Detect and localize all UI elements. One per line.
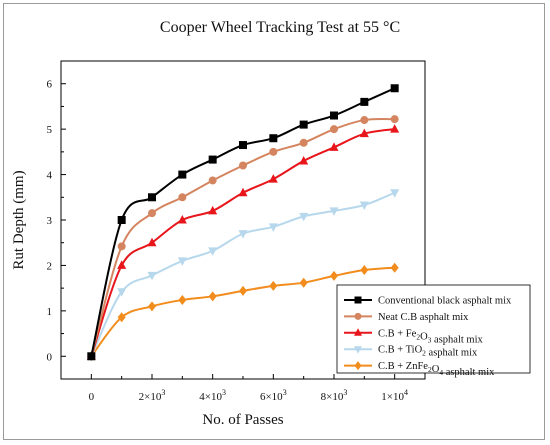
- data-point: [268, 223, 278, 232]
- data-point: [299, 277, 308, 288]
- data-point: [330, 270, 338, 281]
- data-point: [330, 125, 338, 134]
- data-point: [208, 247, 218, 256]
- data-point: [329, 207, 339, 216]
- series-5: [87, 262, 399, 362]
- data-point: [360, 116, 369, 125]
- legend-marker: [354, 361, 362, 371]
- legend-marker: [354, 312, 362, 320]
- data-point: [390, 189, 400, 198]
- data-point: [178, 193, 187, 202]
- data-point: [330, 111, 338, 120]
- legend-item: Neat C.B asphalt mix: [344, 312, 469, 323]
- series-layer: [86, 84, 400, 362]
- legend-marker: [354, 296, 362, 304]
- x-tick-label: 8×103: [321, 388, 348, 403]
- legend-label: Conventional black asphalt mix: [378, 296, 512, 307]
- data-point: [359, 128, 369, 138]
- x-tick-label: 0: [89, 391, 95, 403]
- legend-label: C.B + Fe2O3 asphalt mix: [378, 328, 483, 345]
- y-tick-label: 1: [47, 306, 53, 318]
- y-tick-label: 0: [47, 351, 53, 363]
- x-tick-label: 2×103: [139, 388, 166, 403]
- data-point: [390, 84, 399, 93]
- data-point: [208, 155, 217, 164]
- data-point: [208, 205, 218, 215]
- y-axis-ticks: 0 1 2 3 4 5 6: [47, 79, 66, 363]
- chart-figure: Cooper Wheel Tracking Test at 55 °C 0 2×1…: [3, 3, 545, 440]
- data-point: [147, 271, 157, 281]
- data-point: [148, 301, 156, 312]
- legend-label: C.B + TiO2 asphalt mix: [378, 345, 478, 359]
- line-chart: Cooper Wheel Tracking Test at 55 °C 0 2×1…: [11, 19, 531, 428]
- x-tick-label: 4×103: [199, 388, 226, 403]
- x-tick-label: 6×103: [260, 388, 287, 403]
- data-point: [239, 161, 247, 170]
- x-tick-label: 1×104: [381, 388, 408, 403]
- chart-title: Cooper Wheel Tracking Test at 55 °C: [160, 19, 400, 36]
- y-tick-label: 5: [47, 124, 53, 136]
- data-point: [178, 294, 187, 305]
- data-point: [238, 230, 248, 239]
- data-point: [238, 187, 248, 197]
- legend-label: C.B + ZnFe2O4 asphalt mix: [378, 361, 495, 378]
- data-point: [177, 257, 187, 266]
- data-point: [117, 312, 126, 323]
- data-point: [148, 193, 156, 202]
- legend-item: C.B + Fe2O3 asphalt mix: [344, 328, 483, 345]
- data-point: [208, 176, 217, 185]
- data-point: [208, 291, 217, 302]
- data-point: [117, 260, 127, 269]
- y-tick-label: 2: [47, 260, 53, 272]
- data-point: [329, 142, 339, 151]
- data-point: [147, 237, 157, 247]
- data-point: [148, 209, 156, 218]
- x-axis-title: No. of Passes: [202, 412, 283, 428]
- legend-marker: [354, 328, 362, 336]
- data-point: [269, 134, 278, 143]
- data-point: [299, 155, 309, 165]
- data-point: [299, 212, 309, 222]
- data-point: [359, 201, 369, 211]
- series-1: [87, 84, 399, 361]
- y-axis-title: Rut Depth (mm): [11, 170, 27, 269]
- data-point: [390, 124, 400, 133]
- data-point: [299, 120, 308, 129]
- legend-item: C.B + TiO2 asphalt mix: [344, 345, 478, 359]
- data-point: [390, 262, 399, 273]
- series-3: [86, 124, 400, 360]
- y-tick-label: 6: [47, 79, 53, 91]
- legend-item: Conventional black asphalt mix: [344, 296, 512, 307]
- legend-item: C.B + ZnFe2O4 asphalt mix: [344, 361, 495, 378]
- data-point: [239, 285, 247, 296]
- data-point: [178, 170, 187, 179]
- y-tick-label: 4: [47, 170, 53, 182]
- data-point: [360, 264, 369, 275]
- data-point: [268, 174, 278, 183]
- data-point: [117, 216, 126, 224]
- data-point: [177, 215, 187, 224]
- legend-label: Neat C.B asphalt mix: [378, 312, 469, 323]
- y-tick-label: 3: [47, 215, 53, 227]
- data-point: [390, 115, 399, 124]
- x-axis-ticks: 0 2×103 4×103 6×103 8×103 1×104: [89, 374, 408, 403]
- legend-marker: [354, 346, 362, 354]
- data-point: [117, 242, 126, 251]
- data-point: [117, 288, 127, 297]
- data-point: [87, 352, 96, 361]
- data-point: [269, 280, 278, 291]
- data-point: [360, 97, 369, 106]
- data-point: [239, 141, 247, 150]
- legend: Conventional black asphalt mix Neat C.B a…: [336, 284, 531, 378]
- data-point: [299, 138, 308, 147]
- data-point: [269, 147, 278, 156]
